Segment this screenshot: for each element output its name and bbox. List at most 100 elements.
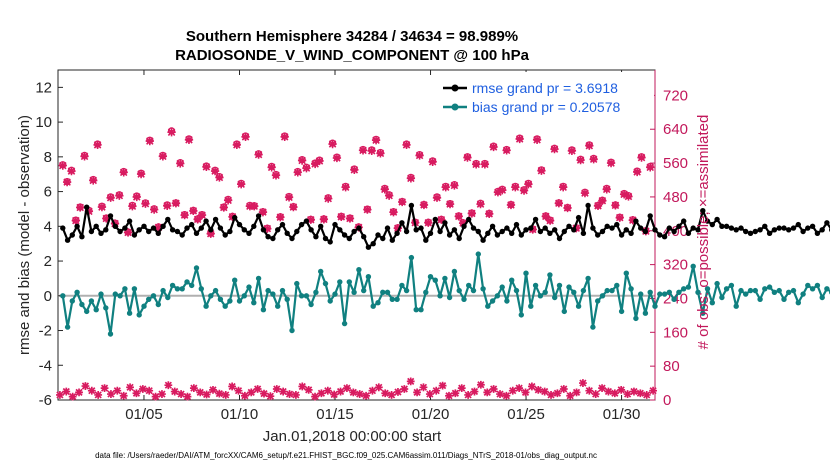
obs-low-count-marker: [81, 382, 90, 390]
rmse-point: [332, 221, 338, 228]
rmse-point: [685, 230, 692, 236]
rmse-point: [308, 227, 314, 233]
bias-point: [275, 303, 281, 309]
obs-assimilated-marker: [598, 196, 607, 205]
obs-assimilated-marker: [232, 140, 241, 150]
bias-point: [513, 287, 520, 294]
bias-point: [824, 286, 830, 292]
obs-assimilated-marker: [419, 200, 429, 210]
obs-assimilated-marker: [376, 149, 385, 158]
bias-point: [88, 298, 95, 304]
rmse-point: [337, 227, 343, 233]
obs-assimilated-marker: [297, 156, 307, 165]
legend-rmse-marker: [451, 84, 459, 92]
bias-point: [74, 289, 80, 295]
obs-low-count-marker: [138, 385, 147, 393]
bias-point: [93, 307, 99, 313]
bias-point: [776, 287, 782, 294]
rmse-point: [294, 228, 300, 235]
bias-point: [289, 327, 295, 334]
obs-assimilated-marker: [176, 159, 185, 168]
obs-assimilated-marker: [67, 166, 76, 176]
obs-assimilated-marker: [637, 153, 646, 162]
obs-assimilated-marker: [197, 210, 207, 220]
rmse-point: [265, 234, 271, 240]
bias-point: [160, 287, 166, 294]
bias-point: [294, 280, 300, 287]
obs-assimilated-marker: [210, 166, 220, 176]
obs-assimilated-marker: [332, 153, 342, 163]
obs-assimilated-marker: [358, 146, 368, 155]
bias-point: [384, 289, 391, 295]
obs-assimilated-marker: [276, 213, 285, 222]
bias-point: [709, 300, 715, 306]
obs-assimilated-marker: [141, 199, 150, 208]
obs-low-count-marker: [221, 391, 230, 399]
bias-point: [341, 320, 348, 327]
bias-point: [585, 275, 591, 282]
bias-point: [313, 289, 319, 295]
obs-low-count-marker: [630, 387, 638, 396]
obs-low-count-marker: [572, 388, 581, 397]
bias-point: [690, 263, 696, 269]
obs-assimilated-marker: [219, 203, 228, 212]
obs-low-count-marker: [292, 391, 300, 399]
rmse-point: [399, 220, 405, 226]
bias-point: [380, 289, 386, 295]
obs-low-count-marker: [368, 386, 377, 395]
legend-rmse-label: rmse grand pr = 3.6918: [472, 80, 618, 96]
bias-point: [365, 274, 372, 280]
obs-assimilated-marker: [341, 183, 350, 192]
rmse-point: [595, 232, 601, 238]
bias-point: [518, 312, 524, 318]
obs-low-count-marker: [521, 388, 530, 397]
rmse-point: [542, 225, 548, 231]
obs-assimilated-marker: [545, 216, 555, 225]
rmse-point: [193, 230, 200, 236]
bias-point: [489, 298, 496, 304]
bias-point: [614, 282, 620, 289]
rmse-point: [255, 213, 262, 219]
obs-assimilated-marker: [328, 139, 337, 149]
obs-low-count-marker: [311, 392, 319, 401]
rmse-point: [150, 225, 157, 231]
rmse-point: [169, 227, 176, 233]
rmse-point: [236, 221, 243, 228]
obs-low-count-marker: [266, 392, 275, 401]
x-tick-label: 01/30: [603, 406, 641, 423]
bias-point: [556, 282, 563, 289]
rmse-point: [485, 230, 491, 236]
obs-low-count-marker: [425, 390, 434, 398]
obs-low-count-marker: [145, 386, 154, 395]
obs-assimilated-marker: [215, 173, 224, 182]
obs-assimilated-marker: [467, 209, 476, 218]
legend: rmse grand pr = 3.6918 bias grand pr = 0…: [436, 72, 654, 116]
obs-assimilated-marker: [559, 183, 568, 192]
bias-point: [193, 265, 200, 271]
bias-point: [628, 286, 634, 292]
obs-assimilated-marker: [428, 157, 437, 166]
bias-point: [504, 298, 510, 304]
bias-point: [279, 287, 286, 294]
obs-assimilated-marker: [119, 168, 128, 177]
obs-low-count-marker: [394, 388, 402, 396]
x-tick-label: 01/10: [221, 406, 259, 423]
rmse-point: [427, 230, 434, 236]
obs-assimilated-marker: [267, 163, 276, 172]
rmse-point: [98, 230, 104, 236]
rmse-point: [752, 228, 758, 235]
bias-point: [107, 331, 114, 337]
obs-assimilated-marker: [567, 146, 577, 155]
bias-point: [580, 287, 587, 294]
obs-low-count-marker: [508, 386, 517, 395]
y-axis-right: 080160240320400480560640720: [650, 70, 688, 409]
rmse-point: [241, 227, 247, 233]
rmse-point: [743, 228, 749, 235]
bias-point: [60, 293, 66, 299]
obs-assimilated-marker: [237, 180, 246, 189]
bias-point: [222, 303, 228, 309]
rmse-point: [590, 225, 596, 231]
obs-low-count-marker: [540, 387, 549, 396]
obs-low-count-marker: [547, 391, 555, 399]
